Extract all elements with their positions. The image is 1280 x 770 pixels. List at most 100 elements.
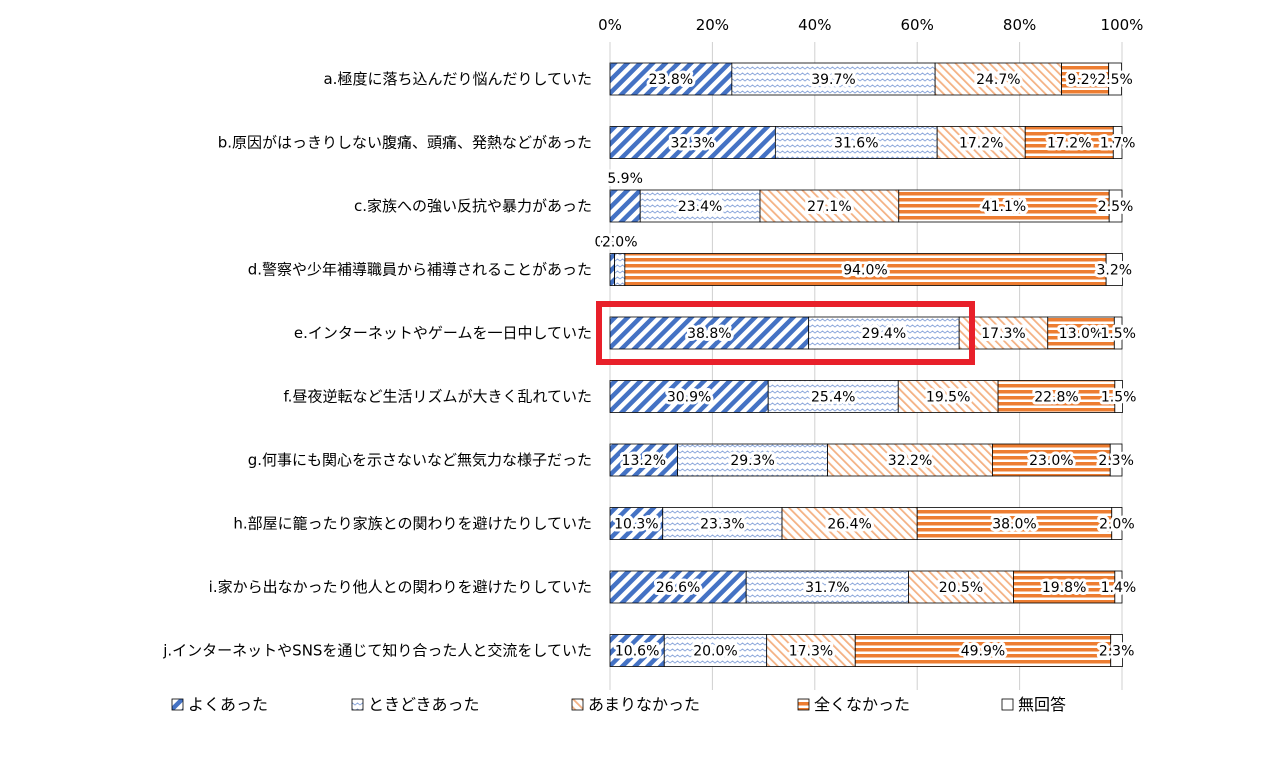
data-label-bg: 22.8% — [1034, 390, 1078, 406]
x-tick-label: 40% — [798, 16, 831, 34]
data-label: 29.3% — [730, 453, 774, 469]
data-label-bg: 29.3% — [730, 453, 774, 469]
data-label-bg: 41.1% — [982, 199, 1026, 215]
bar-segment — [1114, 570, 1123, 604]
data-label: 41.1% — [982, 199, 1026, 215]
data-label: 17.3% — [789, 644, 833, 660]
data-label-bg: 2.5% — [1098, 199, 1134, 215]
category-label: e.インターネットやゲームを一日中していた — [294, 324, 592, 342]
data-label: 2.3% — [1099, 644, 1135, 660]
data-label-bg: 13.0% — [1059, 326, 1103, 342]
legend-label: よくあった — [188, 695, 268, 714]
x-tick-label: 0% — [598, 16, 622, 34]
data-label-bg: 39.7% — [811, 72, 855, 88]
data-label-bg: 31.6% — [834, 136, 878, 152]
data-label: 1.5% — [1100, 326, 1136, 342]
bar-segment — [1024, 126, 1114, 159]
legend-swatch — [351, 698, 364, 711]
data-label-bg: 10.3% — [614, 517, 658, 533]
data-label-bg: 2.0% — [602, 235, 638, 251]
data-label-bg: 1.7% — [1100, 136, 1136, 152]
data-label-bg: 25.4% — [811, 390, 855, 406]
bar-segment — [609, 253, 616, 286]
data-label-bg: 1.4% — [1101, 580, 1137, 596]
bar-segment — [1114, 380, 1123, 413]
data-label: 94.0% — [843, 263, 887, 279]
data-label: 5.9% — [607, 171, 643, 187]
bar-segment — [1112, 126, 1123, 159]
data-label: 1.7% — [1100, 136, 1136, 152]
legend-swatch — [797, 698, 810, 711]
legend-label: 全くなかった — [814, 695, 910, 714]
bar-segment — [936, 126, 1026, 159]
data-label: 17.2% — [1047, 136, 1091, 152]
legend-swatch — [171, 698, 184, 711]
bar-segment — [663, 634, 768, 667]
x-tick-label: 60% — [901, 16, 934, 34]
data-label: 23.0% — [1029, 453, 1073, 469]
x-tick-label: 80% — [1003, 16, 1036, 34]
bar-segment — [1105, 253, 1123, 286]
bar-segment — [1109, 443, 1123, 477]
bar-segment — [1108, 62, 1122, 96]
bar-segment — [898, 189, 1110, 223]
data-label-bg: 5.9% — [607, 171, 643, 187]
data-label: 26.6% — [656, 580, 700, 596]
data-label: 26.4% — [827, 517, 871, 533]
bar-segment — [1013, 570, 1116, 604]
data-label: 17.2% — [959, 136, 1003, 152]
data-label: 10.3% — [614, 517, 658, 533]
bar-segment — [1113, 316, 1123, 350]
data-label: 22.8% — [1034, 390, 1078, 406]
data-label: 2.0% — [1099, 517, 1135, 533]
bar-segment — [1061, 62, 1110, 96]
data-label-bg: 20.5% — [939, 580, 983, 596]
data-label-bg: 30.9% — [667, 390, 711, 406]
data-label: 38.0% — [992, 517, 1036, 533]
bar-segment — [609, 316, 810, 350]
data-label: 2.0% — [602, 235, 638, 251]
category-label: c.家族への強い反抗や暴力があった — [354, 197, 592, 215]
data-label: 9.2% — [1067, 72, 1103, 88]
data-label: 2.3% — [1098, 453, 1134, 469]
category-label: h.部屋に籠ったり家族との関わりを避けたりしていた — [233, 515, 592, 533]
bar-segment — [609, 62, 733, 96]
data-label: 19.8% — [1042, 580, 1086, 596]
bar-segment — [745, 570, 909, 604]
data-label-bg: 38.0% — [992, 517, 1036, 533]
data-label: 20.0% — [693, 644, 737, 660]
data-label-bg: 17.3% — [789, 644, 833, 660]
legend-label: あまりなかった — [588, 695, 700, 714]
bar-segment — [614, 253, 626, 286]
data-label: 2.5% — [1097, 72, 1133, 88]
data-label-bg: 23.4% — [678, 199, 722, 215]
data-label: 19.5% — [926, 390, 970, 406]
legend-label: 無回答 — [1018, 695, 1066, 714]
data-label-bg: 10.6% — [615, 644, 659, 660]
data-label-bg: 17.2% — [959, 136, 1003, 152]
data-label-bg: 9.2% — [1067, 72, 1103, 88]
data-label-bg: 2.3% — [1099, 644, 1135, 660]
bar-segment — [1110, 634, 1123, 667]
data-label: 20.5% — [939, 580, 983, 596]
bar-segment — [1108, 189, 1123, 223]
bar-segment — [1047, 316, 1115, 350]
category-label: d.警察や少年補導職員から補導されることがあった — [248, 261, 592, 279]
data-label: 17.3% — [981, 326, 1025, 342]
data-label-bg: 23.0% — [1029, 453, 1073, 469]
x-tick-label: 100% — [1101, 16, 1144, 34]
data-label-bg: 94.0% — [843, 263, 887, 279]
data-label: 32.3% — [670, 136, 714, 152]
bar-segment — [808, 316, 960, 350]
data-label-bg: 1.5% — [1101, 390, 1137, 406]
bar-segment — [609, 189, 641, 223]
data-label-bg: 2.5% — [1097, 72, 1133, 88]
highlight-box — [596, 301, 975, 365]
bar-segment — [609, 443, 678, 477]
bar-segment — [766, 634, 856, 667]
data-label-bg: 27.1% — [807, 199, 851, 215]
category-label: i.家から出なかったり他人との関わりを避けたりしていた — [209, 578, 592, 596]
bar-segment — [1111, 507, 1123, 540]
bar-segment — [609, 570, 747, 604]
